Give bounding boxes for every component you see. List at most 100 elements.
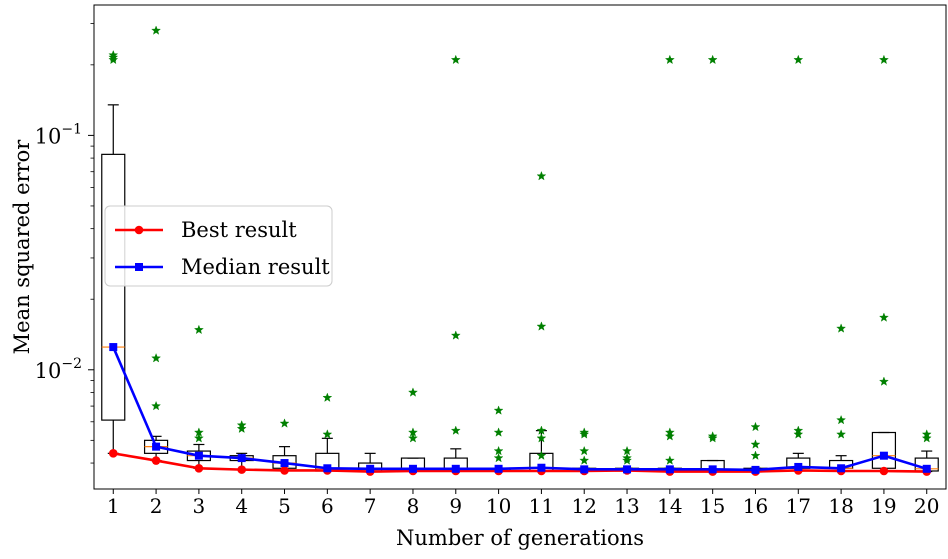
best-point — [108, 449, 118, 458]
median-point — [408, 464, 417, 473]
x-tick-label: 11 — [529, 494, 554, 518]
median-point — [623, 465, 632, 474]
outlier-point — [493, 452, 504, 463]
best-point — [879, 466, 889, 476]
median-point — [708, 465, 717, 474]
median-point — [751, 465, 760, 474]
median-point — [109, 343, 118, 352]
box-rect — [871, 431, 897, 469]
outlier-point — [108, 54, 119, 65]
x-tick-label: 2 — [150, 494, 163, 518]
x-tick-label: 3 — [193, 494, 206, 518]
median-point — [323, 464, 332, 473]
outlier-point — [793, 429, 804, 439]
outlier-point — [279, 418, 290, 428]
x-tick-label: 17 — [786, 494, 811, 518]
outlier-point — [664, 431, 675, 441]
outlier-point — [836, 429, 847, 439]
median-point — [152, 442, 161, 451]
y-tick-label: 10−1 — [35, 121, 82, 148]
outlier-point — [493, 427, 504, 437]
x-tick-label: 15 — [700, 494, 725, 518]
outlier-point — [408, 387, 418, 397]
outlier-point — [536, 433, 547, 443]
x-tick-label: 10 — [486, 494, 511, 518]
best-point — [194, 463, 204, 473]
outlier-point — [493, 405, 504, 415]
x-tick-label: 9 — [449, 494, 462, 518]
x-tick-label: 5 — [278, 494, 291, 518]
outlier-point — [193, 324, 204, 335]
outlier-point — [408, 433, 418, 443]
best-point — [280, 466, 289, 475]
outlier-point — [750, 450, 761, 460]
outliers-layer — [108, 25, 932, 465]
lines-layer — [108, 343, 932, 476]
legend-best-marker — [134, 225, 144, 235]
median-point — [580, 465, 589, 474]
axes-layer: 1 2 3 4 5 6 7 8 9 10 11 12 13 14 15 16 17 18 19 2010−110−2N… — [10, 4, 947, 550]
median-point — [237, 454, 246, 463]
x-tick-label: 8 — [407, 494, 420, 518]
legend-best-label: Best result — [181, 218, 297, 242]
outlier-point — [536, 450, 547, 460]
boxes-layer — [101, 104, 939, 473]
outlier-point — [921, 433, 932, 443]
outlier-point — [836, 323, 847, 333]
x-tick-label: 18 — [828, 494, 853, 518]
best-point — [237, 465, 247, 474]
x-tick-label: 13 — [614, 494, 639, 518]
x-tick-label: 20 — [914, 494, 939, 518]
median-point — [194, 451, 203, 460]
outlier-point — [579, 429, 590, 439]
y-tick-label: 10−2 — [35, 356, 82, 383]
median-point — [494, 464, 503, 473]
outlier-point — [878, 54, 889, 65]
median-point — [537, 463, 546, 472]
median-point — [451, 464, 460, 473]
outlier-point — [322, 429, 333, 439]
outlier-point — [836, 414, 847, 425]
median-point — [366, 464, 375, 473]
box-rect — [101, 153, 126, 421]
x-tick-label: 1 — [107, 494, 120, 518]
outlier-point — [450, 330, 461, 340]
legend-median-marker — [135, 263, 143, 271]
outlier-point — [579, 455, 590, 465]
y-axis-label: Mean squared error — [10, 139, 34, 355]
outlier-point — [536, 321, 547, 331]
x-tick-label: 4 — [235, 494, 248, 518]
x-tick-label: 16 — [743, 494, 768, 518]
best-series-line — [113, 452, 927, 473]
outlier-point — [236, 423, 247, 433]
outlier-point — [664, 455, 675, 465]
outlier-point — [579, 445, 590, 456]
outlier-point — [450, 54, 461, 65]
x-axis-label: Number of generations — [396, 526, 644, 550]
median-point — [794, 462, 803, 471]
outlier-point — [707, 433, 718, 443]
outlier-point — [151, 353, 162, 363]
outlier-point — [793, 54, 804, 65]
legend-median-label: Median result — [181, 255, 330, 279]
best-point — [151, 456, 161, 465]
legend: Best result Median result — [104, 205, 333, 287]
x-tick-label: 7 — [364, 494, 377, 518]
outlier-point — [878, 376, 889, 386]
x-tick-label: 19 — [871, 494, 896, 518]
box-1 — [101, 104, 126, 454]
median-point — [665, 465, 674, 474]
median-point — [879, 451, 888, 460]
outlier-point — [151, 25, 162, 35]
x-tick-label: 14 — [657, 494, 682, 518]
median-point — [837, 464, 846, 473]
outlier-point — [664, 54, 675, 65]
x-tick-label: 12 — [571, 494, 596, 518]
outlier-point — [193, 433, 204, 443]
outlier-point — [707, 54, 718, 65]
plot-frame — [93, 4, 947, 490]
outlier-point — [750, 421, 761, 432]
outlier-point — [878, 312, 889, 322]
